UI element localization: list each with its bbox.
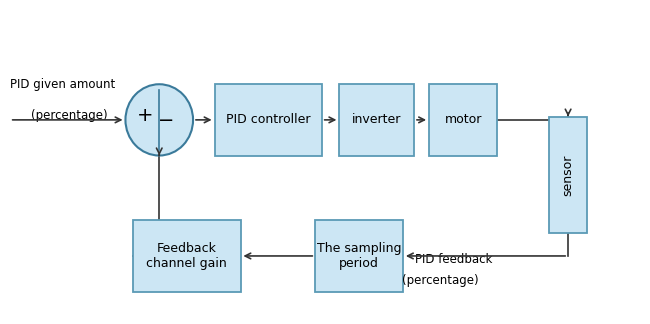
Text: inverter: inverter <box>352 113 401 126</box>
Text: PID controller: PID controller <box>226 113 311 126</box>
Text: (percentage): (percentage) <box>31 109 108 122</box>
FancyBboxPatch shape <box>549 117 587 233</box>
Text: PID given amount: PID given amount <box>10 78 115 91</box>
FancyBboxPatch shape <box>214 84 322 156</box>
FancyBboxPatch shape <box>339 84 414 156</box>
Text: Feedback
channel gain: Feedback channel gain <box>146 242 228 270</box>
Text: PID feedback: PID feedback <box>415 253 492 266</box>
Text: motor: motor <box>445 113 482 126</box>
Text: The sampling
period: The sampling period <box>317 242 402 270</box>
Text: −: − <box>158 111 175 130</box>
FancyBboxPatch shape <box>429 84 497 156</box>
Text: +: + <box>137 106 154 124</box>
FancyBboxPatch shape <box>315 220 403 292</box>
Text: sensor: sensor <box>562 154 575 196</box>
Ellipse shape <box>125 84 193 156</box>
Text: (percentage): (percentage) <box>402 274 478 287</box>
FancyBboxPatch shape <box>133 220 240 292</box>
